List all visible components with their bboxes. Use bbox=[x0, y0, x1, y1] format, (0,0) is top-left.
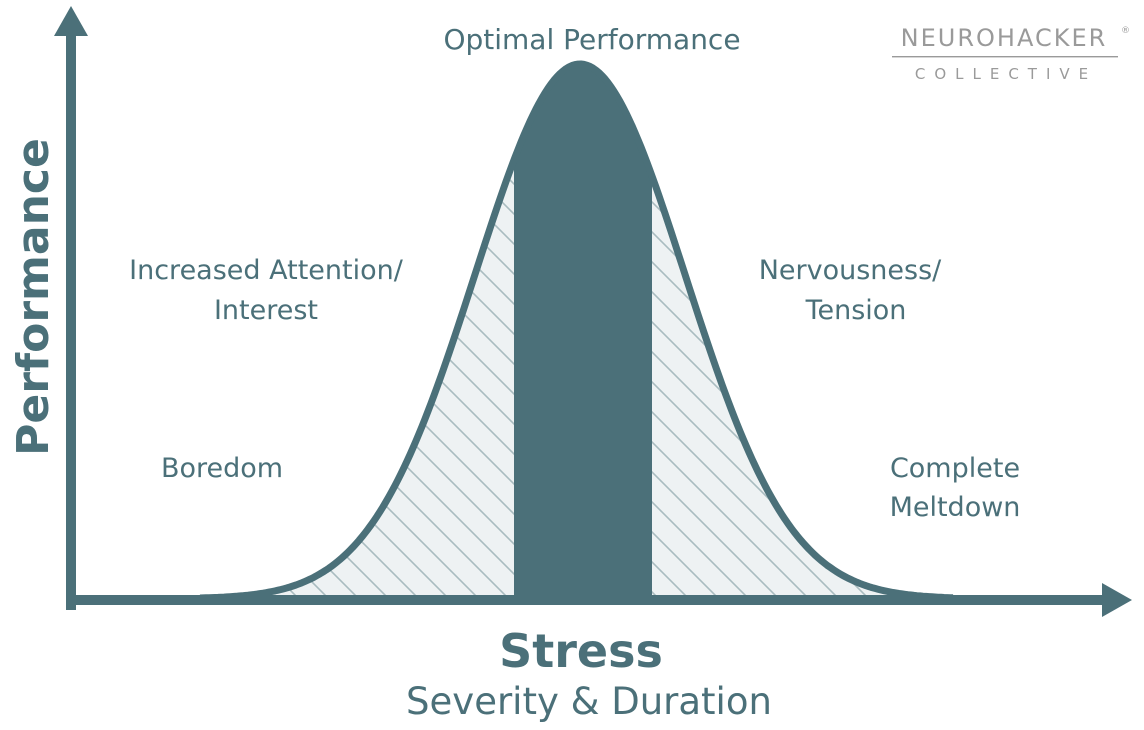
left-upper-label-line2: Interest bbox=[214, 295, 318, 326]
right-lower-label-line2: Meltdown bbox=[890, 492, 1021, 523]
x-axis-arrow-icon bbox=[1102, 583, 1132, 617]
y-axis bbox=[54, 6, 88, 610]
right-upper-label-line2: Tension bbox=[805, 295, 907, 326]
bell-curve-line bbox=[199, 60, 954, 602]
peak-label: Optimal Performance bbox=[443, 23, 740, 56]
logo-divider bbox=[892, 56, 1118, 58]
right-lower-label-line1: Complete bbox=[890, 453, 1020, 484]
logo-line2: COLLECTIVE bbox=[915, 65, 1097, 83]
x-axis bbox=[66, 583, 1132, 617]
x-axis-subtitle: Severity & Duration bbox=[406, 680, 772, 723]
optimal-zone-band bbox=[514, 64, 652, 598]
y-axis-arrow-icon bbox=[54, 6, 88, 36]
left-upper-label-line1: Increased Attention/ bbox=[129, 255, 404, 286]
neurohacker-logo: NEUROHACKER ® COLLECTIVE bbox=[892, 24, 1130, 83]
x-axis-title: Stress bbox=[499, 624, 663, 678]
left-lower-label: Boredom bbox=[161, 453, 283, 484]
right-upper-label-line1: Nervousness/ bbox=[759, 255, 942, 286]
y-axis-title: Performance bbox=[8, 138, 59, 456]
logo-registered-mark: ® bbox=[1121, 26, 1130, 36]
logo-line1: NEUROHACKER bbox=[901, 24, 1108, 52]
